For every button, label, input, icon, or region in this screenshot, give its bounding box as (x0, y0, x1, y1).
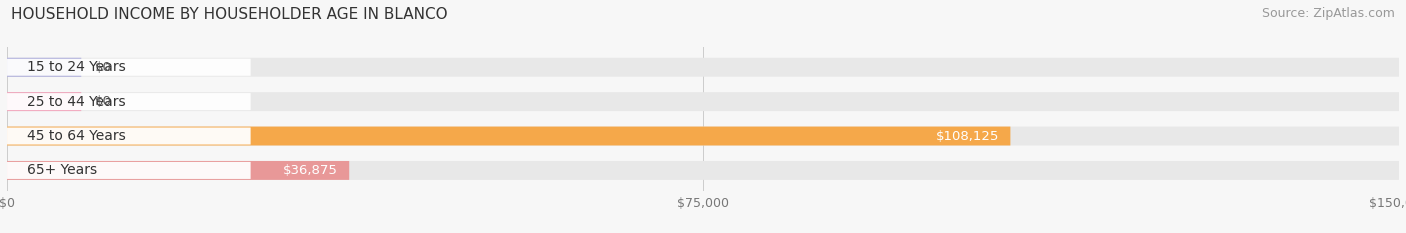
Text: 45 to 64 Years: 45 to 64 Years (27, 129, 125, 143)
Text: Source: ZipAtlas.com: Source: ZipAtlas.com (1261, 7, 1395, 20)
Text: $0: $0 (96, 61, 112, 74)
FancyBboxPatch shape (7, 162, 250, 179)
FancyBboxPatch shape (7, 92, 82, 111)
Text: 25 to 44 Years: 25 to 44 Years (27, 95, 125, 109)
Text: HOUSEHOLD INCOME BY HOUSEHOLDER AGE IN BLANCO: HOUSEHOLD INCOME BY HOUSEHOLDER AGE IN B… (11, 7, 449, 22)
Text: 65+ Years: 65+ Years (27, 163, 97, 177)
FancyBboxPatch shape (7, 59, 250, 76)
Text: $0: $0 (96, 95, 112, 108)
FancyBboxPatch shape (7, 127, 1011, 145)
FancyBboxPatch shape (7, 58, 82, 77)
Text: 15 to 24 Years: 15 to 24 Years (27, 60, 125, 74)
FancyBboxPatch shape (7, 93, 250, 110)
FancyBboxPatch shape (7, 127, 1399, 145)
Text: $108,125: $108,125 (936, 130, 1000, 143)
Text: $36,875: $36,875 (283, 164, 337, 177)
FancyBboxPatch shape (7, 92, 1399, 111)
FancyBboxPatch shape (7, 161, 1399, 180)
FancyBboxPatch shape (7, 127, 250, 144)
FancyBboxPatch shape (7, 58, 1399, 77)
FancyBboxPatch shape (7, 161, 349, 180)
